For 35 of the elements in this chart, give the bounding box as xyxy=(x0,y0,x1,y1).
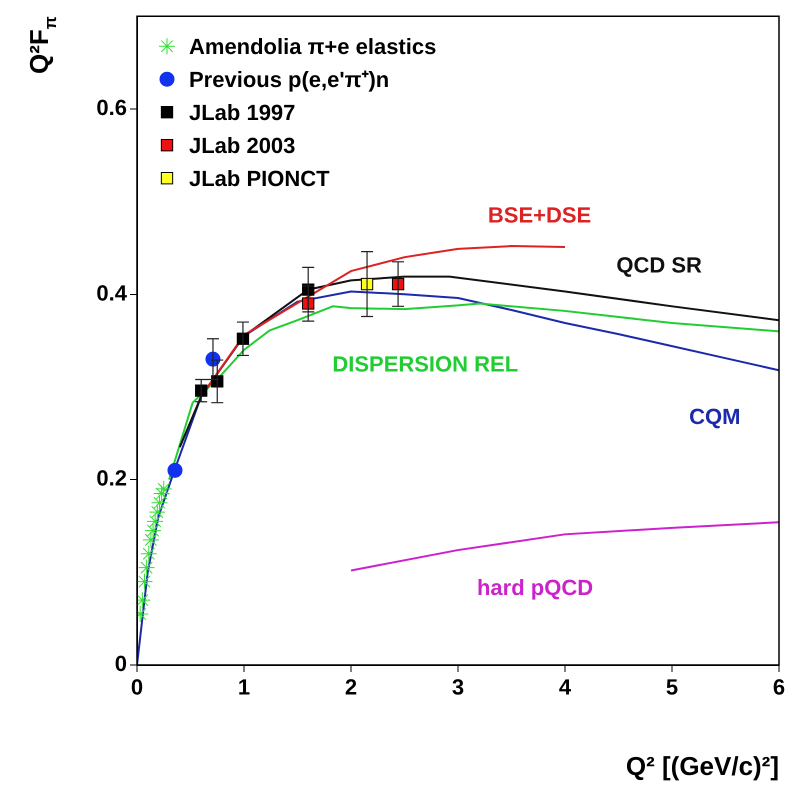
point xyxy=(150,494,168,512)
point xyxy=(155,480,172,498)
point xyxy=(138,559,156,576)
point xyxy=(142,531,160,548)
point xyxy=(146,512,164,530)
x-tick-label: 3 xyxy=(452,674,464,700)
series-label: DISPERSION REL xyxy=(332,352,518,377)
legend-label: Amendolia π+e elastics xyxy=(189,34,436,60)
x-tick-label: 4 xyxy=(558,674,572,700)
legend-label: Previous p(e,e'π⁺)n xyxy=(189,67,390,92)
point xyxy=(144,522,162,540)
point xyxy=(140,545,158,562)
x-tick-label: 5 xyxy=(666,674,678,700)
y-tick-label: 0 xyxy=(114,651,127,676)
series-label: BSE+DSE xyxy=(488,202,592,228)
x-axis-title: Q² [(GeV/c)²] xyxy=(626,751,780,781)
point xyxy=(236,332,250,345)
legend-label: JLab 1997 xyxy=(189,100,296,126)
x-tick-label: 0 xyxy=(130,674,144,700)
series-label: QCD SR xyxy=(616,252,702,278)
series-label: hard pQCD xyxy=(476,574,594,600)
y-tick-label: 0.4 xyxy=(96,280,128,306)
x-tick-label: 2 xyxy=(344,674,358,700)
point xyxy=(148,504,166,521)
y-tick-label: 0.2 xyxy=(96,466,127,491)
point xyxy=(153,485,170,502)
point xyxy=(167,462,182,478)
x-tick-label: 1 xyxy=(238,674,250,700)
legend-label: JLab 2003 xyxy=(189,133,296,158)
point xyxy=(137,573,153,590)
legend-label: JLab PIONCT xyxy=(189,166,330,192)
y-tick-label: 0.6 xyxy=(96,94,127,120)
series-label: CQM xyxy=(689,404,740,429)
x-tick-label: 6 xyxy=(772,674,786,700)
y-axis-title: Q²Fπ xyxy=(24,16,60,74)
